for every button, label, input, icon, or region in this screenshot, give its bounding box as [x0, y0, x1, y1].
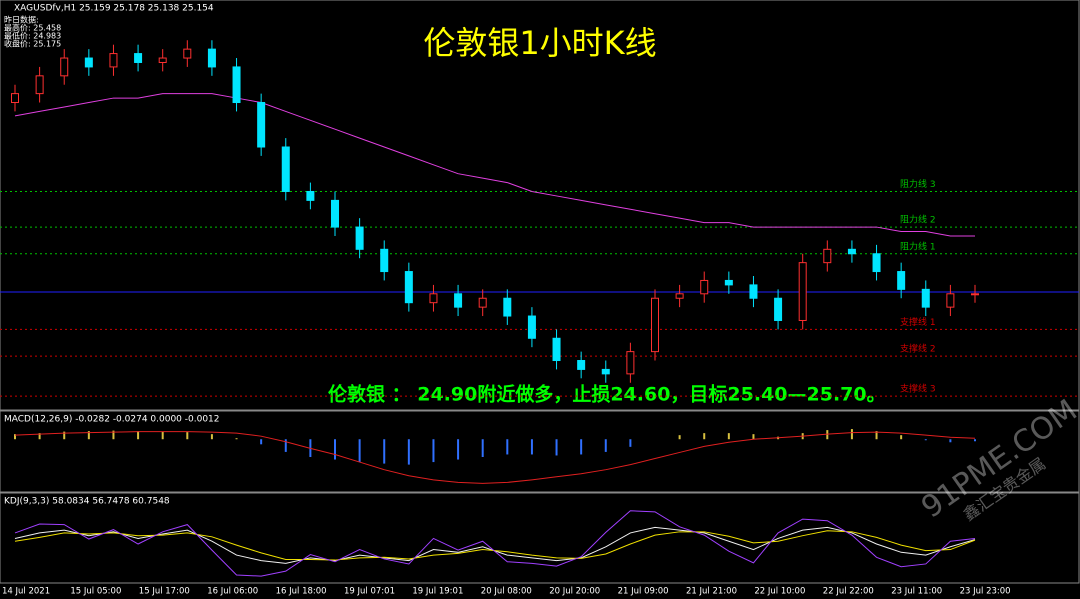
candle-body: [109, 53, 118, 68]
watermark: 91PME.COM: [915, 393, 1080, 526]
candle-body: [897, 271, 906, 290]
x-tick-label: 19 Jul 07:01: [344, 587, 395, 597]
candle-body: [749, 284, 758, 299]
candle-body: [183, 48, 192, 59]
candle-body: [429, 293, 438, 304]
candle-body: [724, 279, 733, 286]
candle-body: [11, 93, 19, 104]
candle-body: [527, 315, 536, 339]
candle-body: [798, 262, 807, 321]
candle-body: [478, 297, 487, 308]
candle-body: [84, 57, 93, 68]
x-tick-label: 15 Jul 05:00: [70, 587, 121, 597]
candle-body: [60, 57, 69, 77]
candle-body: [847, 248, 856, 255]
info-line: 最低价: 24.983: [4, 31, 61, 41]
candle-body: [232, 66, 241, 104]
candle-body: [503, 297, 512, 317]
candle-body: [774, 297, 783, 321]
candle-body: [700, 279, 709, 295]
x-tick-label: 16 Jul 06:00: [207, 587, 258, 597]
x-tick-label: 20 Jul 08:00: [481, 587, 532, 597]
info-line: 最高价: 25.458: [4, 23, 61, 33]
candle-body: [331, 199, 339, 228]
level-label: 支撑线 1: [900, 316, 936, 328]
candle-body: [552, 337, 561, 362]
candle-body: [971, 293, 979, 296]
x-tick-label: 22 Jul 10:00: [754, 587, 805, 597]
candle-body: [651, 297, 659, 353]
main-panel: [0, 0, 1080, 411]
candle-body: [158, 57, 167, 63]
info-line: 昨日数据:: [4, 15, 39, 25]
candle-body: [946, 293, 955, 308]
x-tick-label: 19 Jul 19:01: [412, 587, 463, 597]
candle-body: [35, 75, 44, 95]
chart-title: 伦敦银1小时K线: [423, 24, 656, 62]
candle-body: [281, 146, 290, 192]
level-label: 支撑线 2: [900, 343, 936, 355]
info-line: 收盘价: 25.175: [4, 39, 61, 49]
x-tick-label: 16 Jul 18:00: [276, 587, 327, 597]
level-label: 阻力线 2: [900, 214, 936, 226]
candle-body: [134, 53, 143, 63]
kdj-line: [14, 510, 976, 577]
x-tick-label: 21 Jul 09:00: [618, 587, 669, 597]
x-tick-label: 23 Jul 23:00: [960, 587, 1011, 597]
macd-line: [14, 431, 976, 484]
macd-panel: [0, 410, 1080, 493]
moving-average: [14, 93, 975, 237]
kdj-line: [14, 530, 976, 561]
annotation: 伦敦银 ： 24.90附近做多，止损24.60，目标25.40—25.70。: [328, 383, 886, 406]
x-tick-label: 14 Jul 2021: [2, 587, 50, 597]
kdj-panel: [0, 492, 1080, 584]
candle-body: [257, 102, 266, 148]
candle-body: [454, 293, 463, 308]
level-label: 阻力线 1: [900, 240, 936, 252]
candle-body: [675, 293, 684, 299]
kdj-header: KDJ(9,3,3) 58.0834 56.7478 60.7548: [4, 497, 170, 507]
candle-body: [921, 288, 930, 308]
candle-body: [306, 190, 315, 201]
candle-body: [380, 248, 389, 273]
header: XAGUSDfv,H1 25.159 25.178 25.138 25.154: [14, 4, 214, 14]
kdj-line: [14, 526, 976, 564]
x-tick-label: 15 Jul 17:00: [139, 587, 190, 597]
level-label: 阻力线 3: [900, 178, 936, 190]
x-tick-label: 20 Jul 20:00: [549, 587, 600, 597]
candle-body: [207, 48, 216, 68]
candle-body: [872, 253, 881, 273]
x-tick-label: 23 Jul 11:00: [891, 587, 942, 597]
candle-body: [626, 351, 635, 375]
candle-body: [404, 271, 413, 304]
candle-body: [601, 368, 610, 375]
x-tick-label: 21 Jul 21:00: [686, 587, 737, 597]
candle-body: [823, 248, 832, 264]
level-label: 支撑线 3: [900, 383, 936, 395]
macd-header: MACD(12,26,9) -0.0282 -0.0274 0.0000 -0.…: [4, 415, 220, 425]
candle-body: [355, 226, 364, 250]
x-tick-label: 22 Jul 22:00: [823, 587, 874, 597]
candle-body: [577, 360, 586, 370]
